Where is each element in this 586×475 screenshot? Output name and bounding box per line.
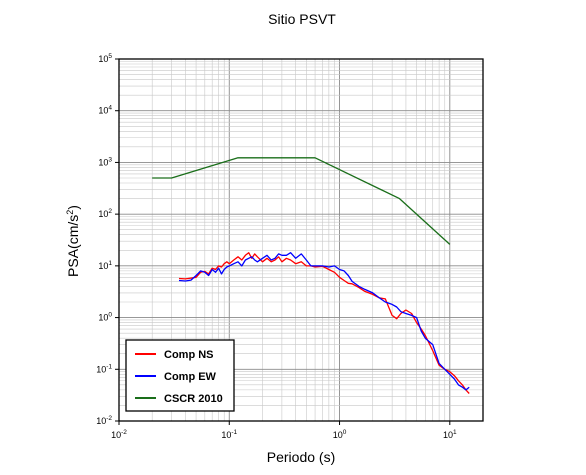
legend-label: Comp NS bbox=[164, 349, 214, 361]
y-axis-label-end: ) bbox=[65, 205, 81, 210]
y-tick-label: 100 bbox=[98, 312, 112, 323]
legend-label: Comp EW bbox=[164, 371, 217, 383]
y-axis-label-base: PSA(cm/s bbox=[65, 215, 81, 277]
y-tick-label: 105 bbox=[98, 53, 112, 64]
y-tick-label: 10-2 bbox=[96, 415, 112, 426]
series-line-2 bbox=[178, 252, 470, 391]
ticks: 10-2 10-1 100 101 10-2 10-1 100 101 102 103 104 105 bbox=[96, 53, 457, 440]
y-axis-label-sup: 2 bbox=[65, 210, 75, 215]
series-layer bbox=[152, 157, 470, 394]
legend: Comp NS Comp EW CSCR 2010 bbox=[125, 339, 235, 412]
legend-label: CSCR 2010 bbox=[164, 393, 223, 405]
grid bbox=[119, 59, 483, 421]
x-tick-label: 101 bbox=[443, 429, 457, 440]
y-tick-label: 102 bbox=[98, 208, 112, 219]
x-axis-label: Periodo (s) bbox=[267, 449, 335, 465]
y-tick-label: 101 bbox=[98, 260, 112, 271]
y-axis-label: PSA(cm/s2) bbox=[65, 205, 81, 277]
x-tick-label: 10-2 bbox=[111, 429, 127, 440]
plot-frame bbox=[118, 58, 484, 422]
x-tick-label: 10-1 bbox=[221, 429, 237, 440]
y-tick-label: 103 bbox=[98, 156, 112, 167]
series-line-3 bbox=[152, 157, 451, 245]
chart-title: Sitio PSVT bbox=[268, 11, 336, 27]
y-tick-label: 10-1 bbox=[96, 363, 112, 374]
y-tick-label: 104 bbox=[98, 105, 112, 116]
x-tick-label: 100 bbox=[333, 429, 347, 440]
